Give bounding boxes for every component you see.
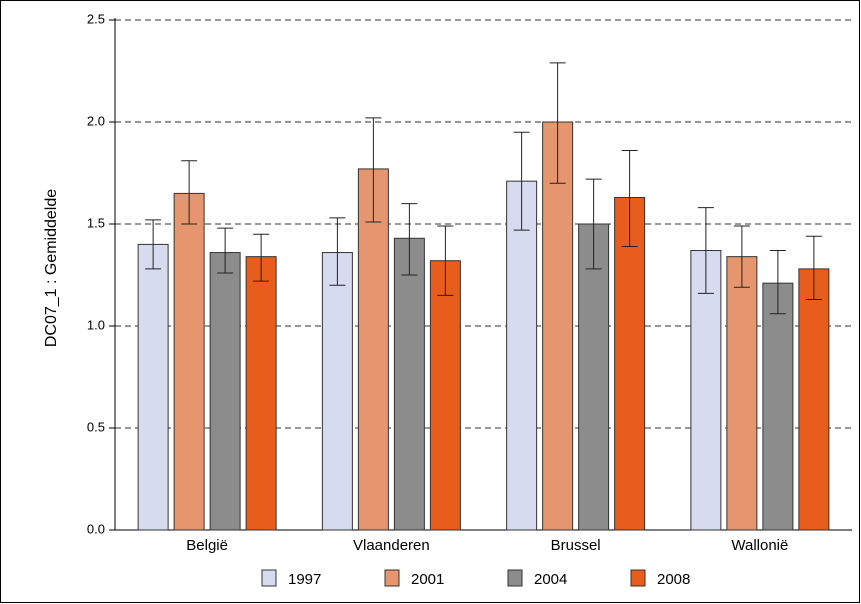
bar [690,250,722,531]
legend-swatch [630,569,646,587]
legend-label: 2004 [534,571,567,588]
x-category-label: België [186,537,228,554]
error-bars [145,62,822,315]
y-tick-label: 1.0 [87,317,105,332]
bar [321,252,353,531]
y-axis-label: DC07_1 : Gemiddelde [43,189,60,347]
bar [798,268,830,531]
legend-swatch [507,569,523,587]
bar [762,282,794,531]
legend-swatch [261,569,277,587]
y-tick-label: 0.0 [87,521,105,536]
bar [726,256,758,531]
bar [542,121,574,531]
bar [506,180,538,531]
bar [209,252,241,531]
bar [393,237,425,531]
bar [357,168,389,531]
y-tick-label: 1.5 [87,215,105,230]
bar [173,192,205,531]
y-tick-label: 0.5 [87,419,105,434]
bars [137,121,830,531]
x-category-label: Wallonië [731,537,788,554]
x-category-labels: België Vlaanderen Brussel Wallonië [186,537,788,554]
y-tick-label: 2.5 [87,11,105,26]
legend-label: 1997 [288,571,321,588]
bar [614,196,646,531]
x-category-label: Brussel [551,537,601,554]
y-tick-labels: 0.0 0.5 1.0 1.5 2.0 2.5 [87,11,105,536]
y-tick-label: 2.0 [87,113,105,128]
bar [578,223,610,531]
legend-label: 2001 [411,571,444,588]
x-category-label: Vlaanderen [353,537,430,554]
bar [429,260,461,531]
bar [245,256,277,531]
legend-label: 2008 [657,571,690,588]
legend-swatch [384,569,400,587]
legend: 1997 2001 2004 2008 [261,569,690,588]
bar [137,243,169,531]
